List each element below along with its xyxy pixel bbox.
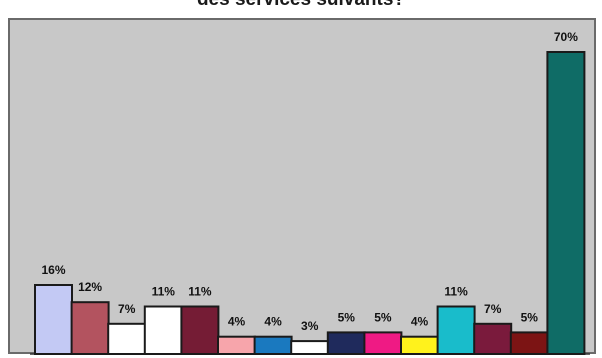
bar-10 bbox=[363, 331, 403, 355]
bar-9 bbox=[326, 331, 366, 355]
data-label-1: 16% bbox=[41, 263, 65, 277]
bar-12 bbox=[436, 305, 476, 355]
data-label-14: 5% bbox=[521, 310, 539, 324]
bar-8 bbox=[290, 340, 330, 356]
data-label-2: 12% bbox=[78, 280, 102, 294]
bar-13 bbox=[473, 322, 513, 355]
bar-2 bbox=[70, 301, 110, 356]
data-label-4: 11% bbox=[152, 285, 176, 299]
chart-title: des services suivants? bbox=[0, 0, 602, 11]
bar-15 bbox=[546, 51, 586, 355]
data-label-11: 4% bbox=[411, 315, 429, 329]
bar-5 bbox=[180, 305, 220, 355]
bar-1 bbox=[34, 284, 73, 355]
bar-6 bbox=[217, 335, 256, 356]
data-label-6: 4% bbox=[228, 315, 246, 329]
data-label-10: 5% bbox=[374, 310, 392, 324]
data-label-7: 4% bbox=[264, 315, 282, 329]
bar-4 bbox=[143, 305, 183, 355]
data-label-12: 11% bbox=[444, 285, 468, 299]
data-label-9: 5% bbox=[338, 310, 356, 324]
bar-14 bbox=[509, 331, 549, 355]
data-label-13: 7% bbox=[484, 302, 502, 316]
bar-3 bbox=[107, 322, 147, 355]
plot-area bbox=[8, 18, 596, 354]
data-label-5: 11% bbox=[188, 285, 212, 299]
bar-11 bbox=[400, 335, 439, 356]
bar-7 bbox=[253, 335, 293, 356]
data-label-3: 7% bbox=[118, 302, 136, 316]
data-label-8: 3% bbox=[301, 319, 319, 333]
data-label-15: 70% bbox=[554, 30, 578, 44]
